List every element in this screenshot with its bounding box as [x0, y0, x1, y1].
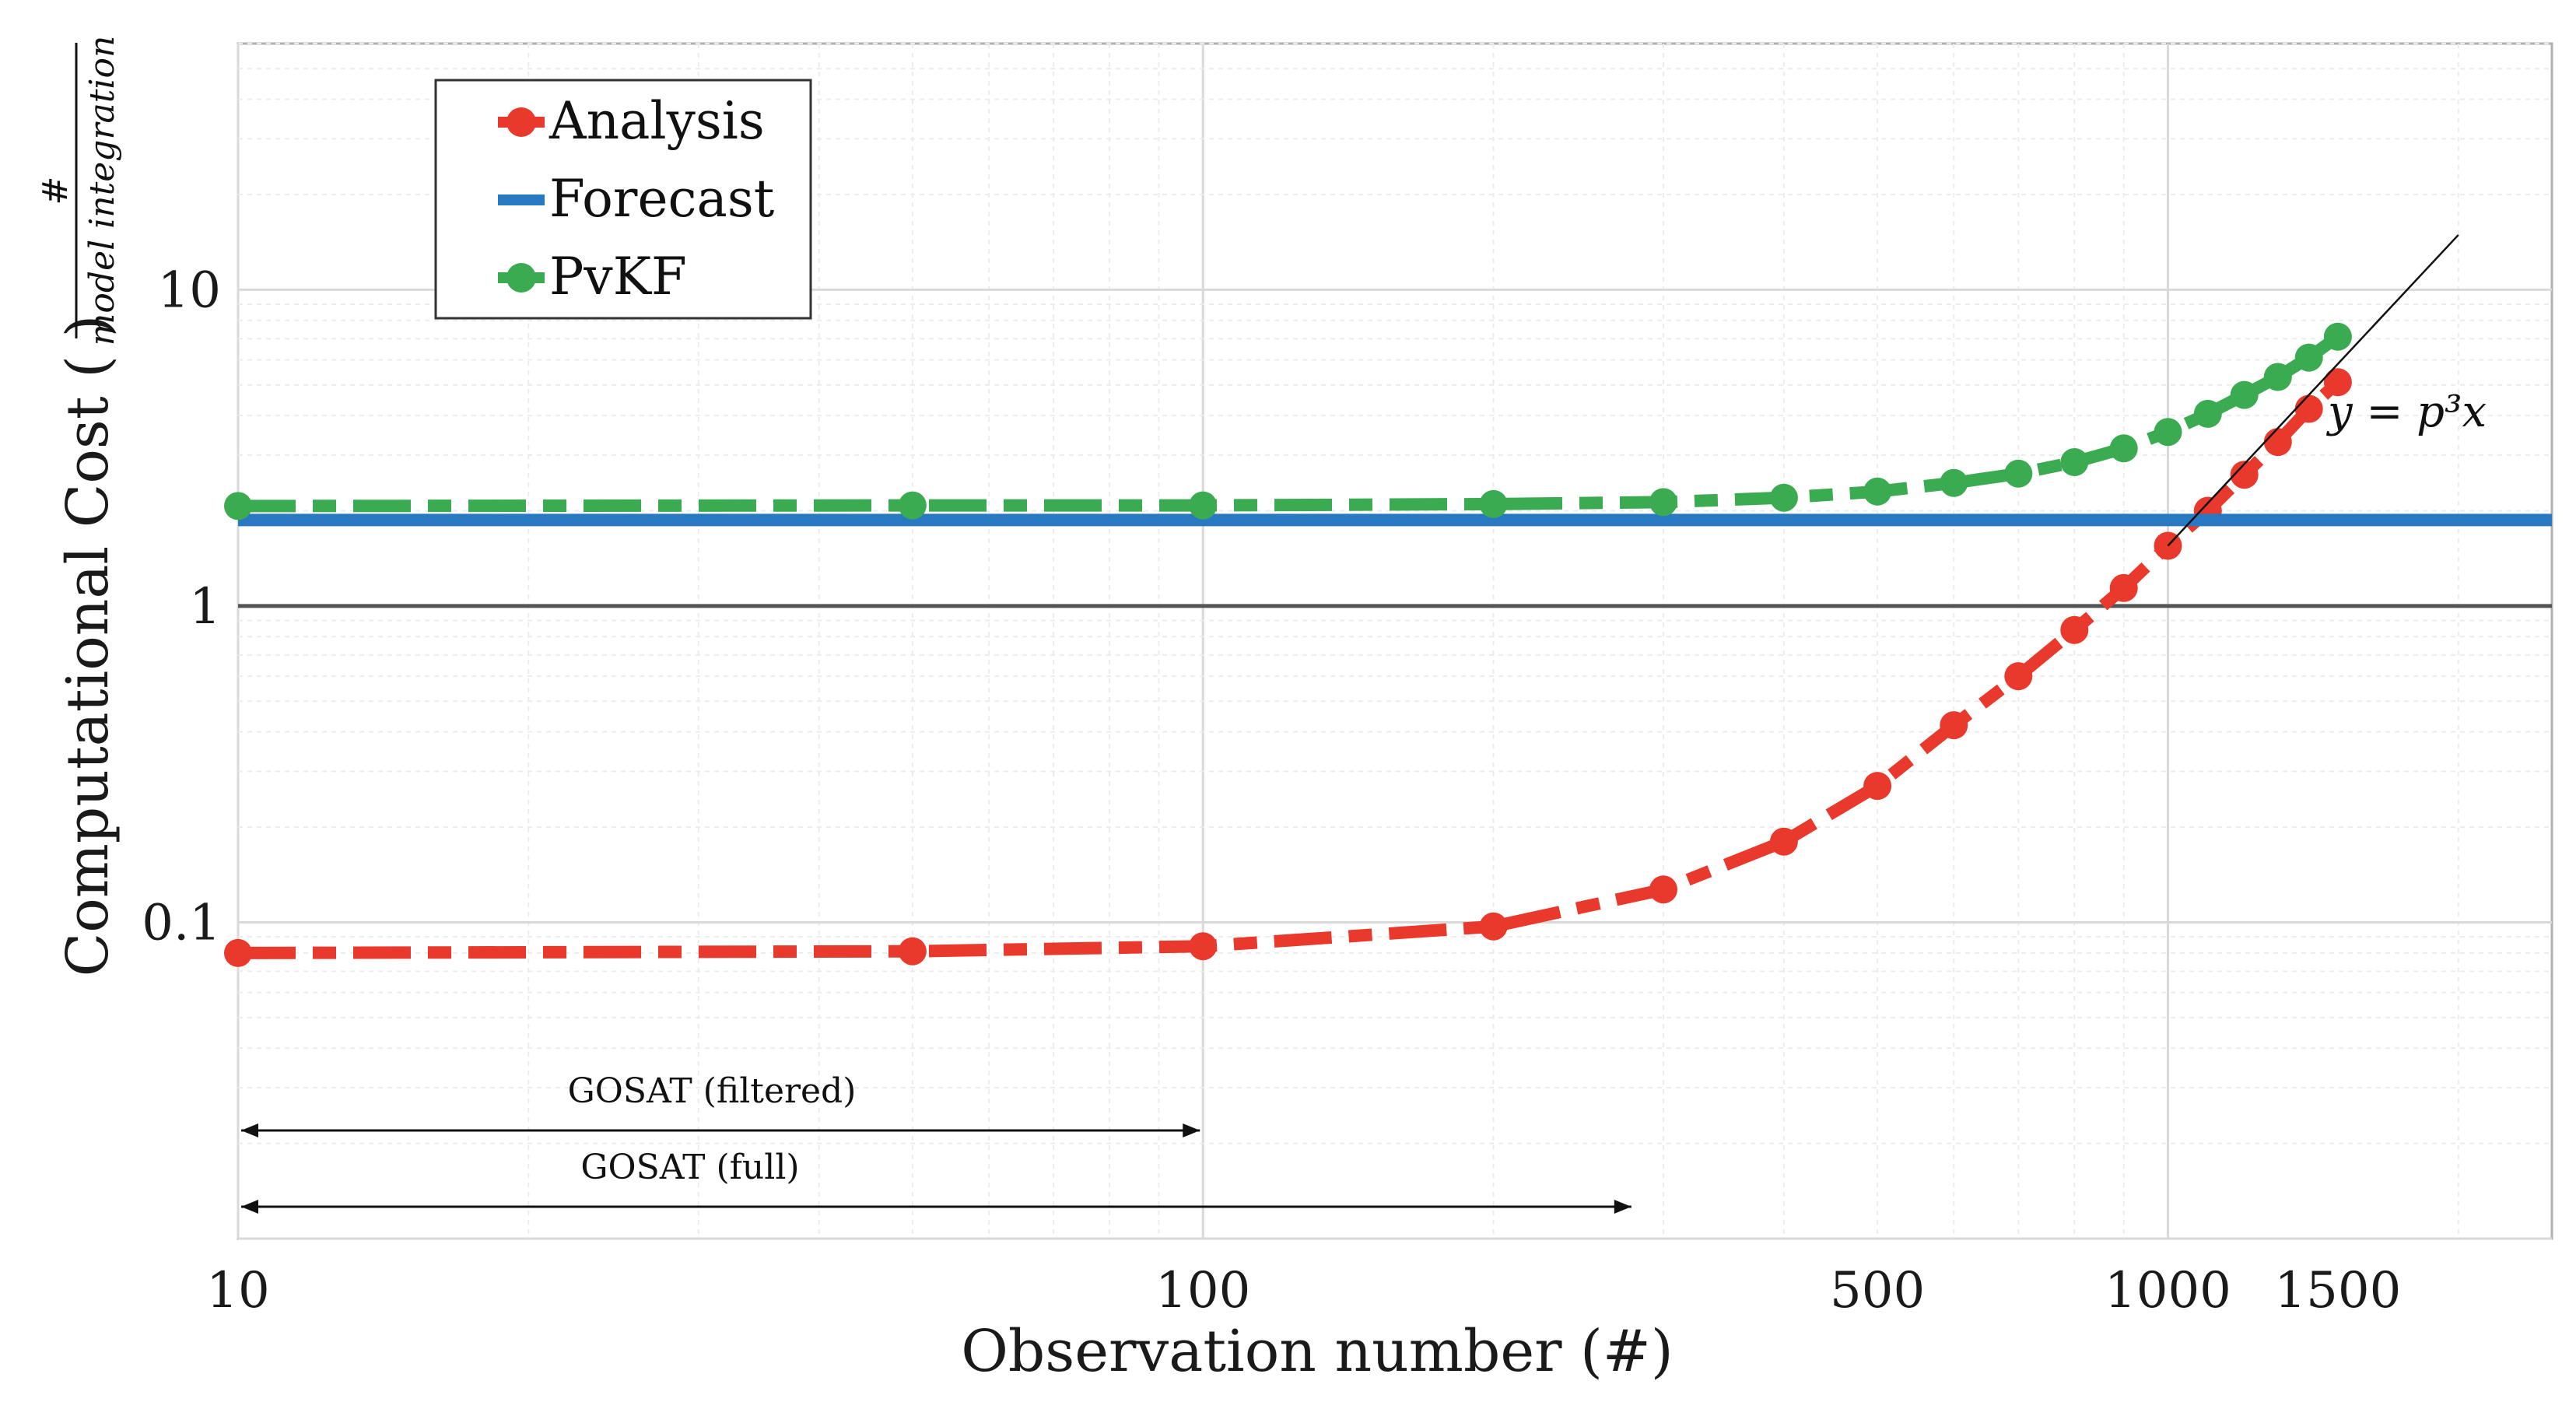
legend-label-analysis: Analysis [548, 91, 765, 151]
data-point [898, 491, 927, 520]
y-tick-label: 10 [158, 261, 221, 319]
annotation-arrowhead-right [1183, 1123, 1200, 1137]
data-point [224, 938, 252, 967]
data-point [1769, 483, 1798, 512]
data-point [1649, 488, 1677, 517]
legend-label-pvkf: PvKF [549, 247, 687, 307]
data-point [1189, 491, 1218, 520]
x-tick-label: 10 [206, 1262, 269, 1320]
data-point [1479, 489, 1508, 518]
y-tick-label: 0.1 [142, 894, 221, 952]
annotation-label: GOSAT (filtered) [568, 1071, 857, 1111]
annotation-arrowhead-left [241, 1123, 258, 1137]
x-tick-label: 1000 [2105, 1262, 2231, 1320]
legend-label-forecast: Forecast [549, 169, 774, 229]
fit-line [2167, 234, 2459, 547]
data-point [2060, 615, 2089, 644]
data-point [1189, 932, 1218, 961]
data-point [1940, 468, 1968, 497]
data-point [2294, 343, 2323, 372]
annotation-1: GOSAT (full) [241, 1148, 1631, 1214]
annotation-label: GOSAT (full) [580, 1148, 799, 1187]
data-point [1940, 711, 1968, 740]
fit-line-label: y = p³x [2325, 387, 2487, 437]
x-tick-label: 100 [1155, 1262, 1250, 1320]
x-axis-title: Observation number (#) [961, 1318, 1674, 1385]
data-point [1769, 827, 1798, 856]
series-pvkf [224, 322, 2352, 520]
data-point [1863, 477, 1892, 506]
fit-line-group: y = p³x [2167, 234, 2487, 547]
data-point [898, 937, 927, 966]
annotations: GOSAT (filtered) GOSAT (full) [241, 1071, 1631, 1214]
data-point [2230, 461, 2259, 489]
annotation-0: GOSAT (filtered) [241, 1071, 1200, 1137]
legend-pvkf-marker [506, 263, 536, 293]
x-tick-label: 1500 [2274, 1262, 2401, 1320]
fraction-numerator: # [36, 177, 75, 205]
data-point [2263, 363, 2292, 391]
x-tick-labels: 10 100 500 1000 1500 [206, 1262, 2401, 1320]
data-point [2323, 322, 2352, 351]
annotation-arrowhead-left [241, 1200, 258, 1214]
data-point [2193, 399, 2222, 428]
data-point [2154, 418, 2182, 447]
data-point [2323, 368, 2352, 397]
annotation-arrowhead-right [1614, 1200, 1631, 1214]
y-tick-labels: 0.1 1 10 [142, 261, 221, 952]
legend-item-pvkf: PvKF [498, 247, 687, 307]
data-point [1649, 875, 1677, 904]
data-point [2004, 662, 2033, 691]
data-point [2230, 380, 2259, 409]
series-analysis [224, 368, 2352, 967]
series-layer [224, 322, 2552, 967]
legend: Analysis Forecast PvKF [434, 79, 812, 320]
data-point [2109, 573, 2138, 602]
x-tick-label: 500 [1830, 1262, 1925, 1320]
data-point [2294, 394, 2323, 423]
data-point [1863, 772, 1892, 801]
data-point [1479, 912, 1508, 941]
data-point [224, 492, 252, 520]
data-point [2004, 459, 2033, 488]
data-point [2060, 448, 2089, 476]
y-tick-label: 1 [189, 578, 221, 636]
y-axis-title-group: Computational Cost ( ) # model integrati… [36, 36, 122, 977]
legend-item-forecast: Forecast [498, 169, 774, 229]
fraction-denominator: model integration [82, 36, 122, 346]
y-axis-title: Computational Cost ( ) [54, 315, 121, 977]
legend-item-analysis: Analysis [498, 91, 765, 151]
data-point [2109, 434, 2138, 463]
data-point [2263, 428, 2292, 457]
legend-analysis-marker [506, 107, 536, 137]
y-axis-fraction: # model integration [36, 36, 122, 346]
y-axis-title-text: Computational Cost [54, 396, 121, 976]
